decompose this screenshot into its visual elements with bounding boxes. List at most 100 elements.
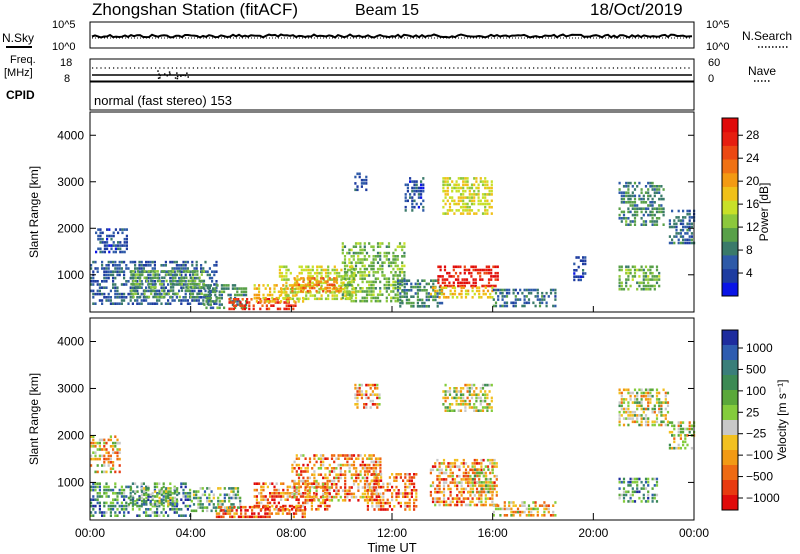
heatmap-cell [397,289,400,292]
heatmap-cell [677,446,680,450]
nave-dip-dot [176,75,179,78]
heatmap-cell [398,271,402,274]
heatmap-cell [449,481,452,484]
heatmap-cell [92,457,95,461]
heatmap-cell [480,465,483,468]
heatmap-cell [130,289,133,292]
heatmap-cell [655,223,659,226]
heatmap-cell [266,498,269,501]
heatmap-cell [488,202,491,206]
heatmap-cell [261,304,264,307]
heatmap-cell [651,477,654,481]
heatmap-cell [140,487,144,490]
heatmap-cell [361,486,364,489]
heatmap-cell [169,302,172,305]
heatmap-cell [457,196,460,199]
heatmap-cell [671,225,674,229]
heatmap-cell [110,234,113,238]
heatmap-cell [666,410,670,414]
heatmap-cell [268,515,271,519]
date-label: 18/Oct/2019 [590,0,683,19]
heatmap-cell [651,420,654,424]
heatmap-cell [151,504,154,508]
heatmap-cell [442,199,445,203]
heatmap-cell [427,298,430,302]
heatmap-cell [361,287,364,290]
heatmap-cell [328,463,331,467]
heatmap-cell [333,280,336,283]
heatmap-cell [636,401,639,404]
heatmap-cell [302,492,305,495]
heatmap-cell [125,504,128,508]
power-colorbar-label: Power [dB] [757,183,771,242]
heatmap-cell [651,213,654,217]
heatmap-cell [156,485,159,489]
heatmap-cell [142,511,145,514]
heatmap-cell [618,278,621,281]
heatmap-cell [381,274,384,277]
heatmap-cell [147,273,150,277]
heatmap-cell [302,479,305,483]
heatmap-cell [430,285,433,289]
heatmap-cell [265,298,268,301]
heatmap-cell [651,278,654,281]
heatmap-cell [638,423,641,427]
heatmap-cell [322,277,325,280]
heatmap-cell [164,260,167,264]
heatmap-cell [317,504,320,508]
heatmap-cell [627,401,630,404]
heatmap-cell [156,508,159,511]
heatmap-cell [649,220,652,223]
heatmap-cell [346,293,349,296]
heatmap-cell [180,282,184,286]
heatmap-cell [480,503,483,507]
velocity-ylabel: Slant Range [km] [27,373,41,465]
heatmap-cell [322,492,325,496]
heatmap-cell [130,270,133,273]
heatmap-cell [688,216,691,219]
heatmap-cell [203,490,207,493]
heatmap-cell [640,210,643,214]
heatmap-cell [532,514,535,517]
heatmap-cell [295,492,298,496]
heatmap-cell [361,277,364,280]
heatmap-cell [275,512,278,515]
heatmap-cell [259,298,262,301]
heatmap-cell [458,490,461,494]
heatmap-cell [620,284,623,288]
heatmap-cell [462,471,465,475]
heatmap-cell [195,509,198,513]
heatmap-cell [469,474,472,478]
heatmap-cell [167,514,170,517]
heatmap-cell [134,492,137,495]
heatmap-cell [212,503,215,506]
heatmap-cell [412,301,415,305]
heatmap-cell [99,231,102,235]
heatmap-cell [516,291,520,295]
heatmap-cell [217,487,220,490]
heatmap-cell [451,396,454,400]
heatmap-cell [114,498,117,501]
heatmap-cell [160,264,163,267]
heatmap-cell [410,482,413,486]
heatmap-cell [337,473,340,476]
heatmap-cell [114,276,117,280]
heatmap-cell [622,477,626,481]
heatmap-cell [346,489,349,492]
heatmap-cell [395,492,398,495]
heatmap-cell [244,512,247,515]
heatmap-cell [107,296,110,299]
heatmap-cell [476,271,480,275]
heatmap-cell [298,271,301,275]
heatmap-cell [176,499,179,503]
heatmap-cell [468,268,471,272]
heatmap-cell [123,299,126,302]
heatmap-cell [255,296,258,300]
heatmap-cell [308,286,312,290]
heatmap-cell [339,467,342,470]
heatmap-cell [552,514,555,517]
heatmap-cell [473,196,476,199]
heatmap-cell [376,255,380,258]
heatmap-cell [90,514,93,517]
heatmap-cell [640,423,643,427]
